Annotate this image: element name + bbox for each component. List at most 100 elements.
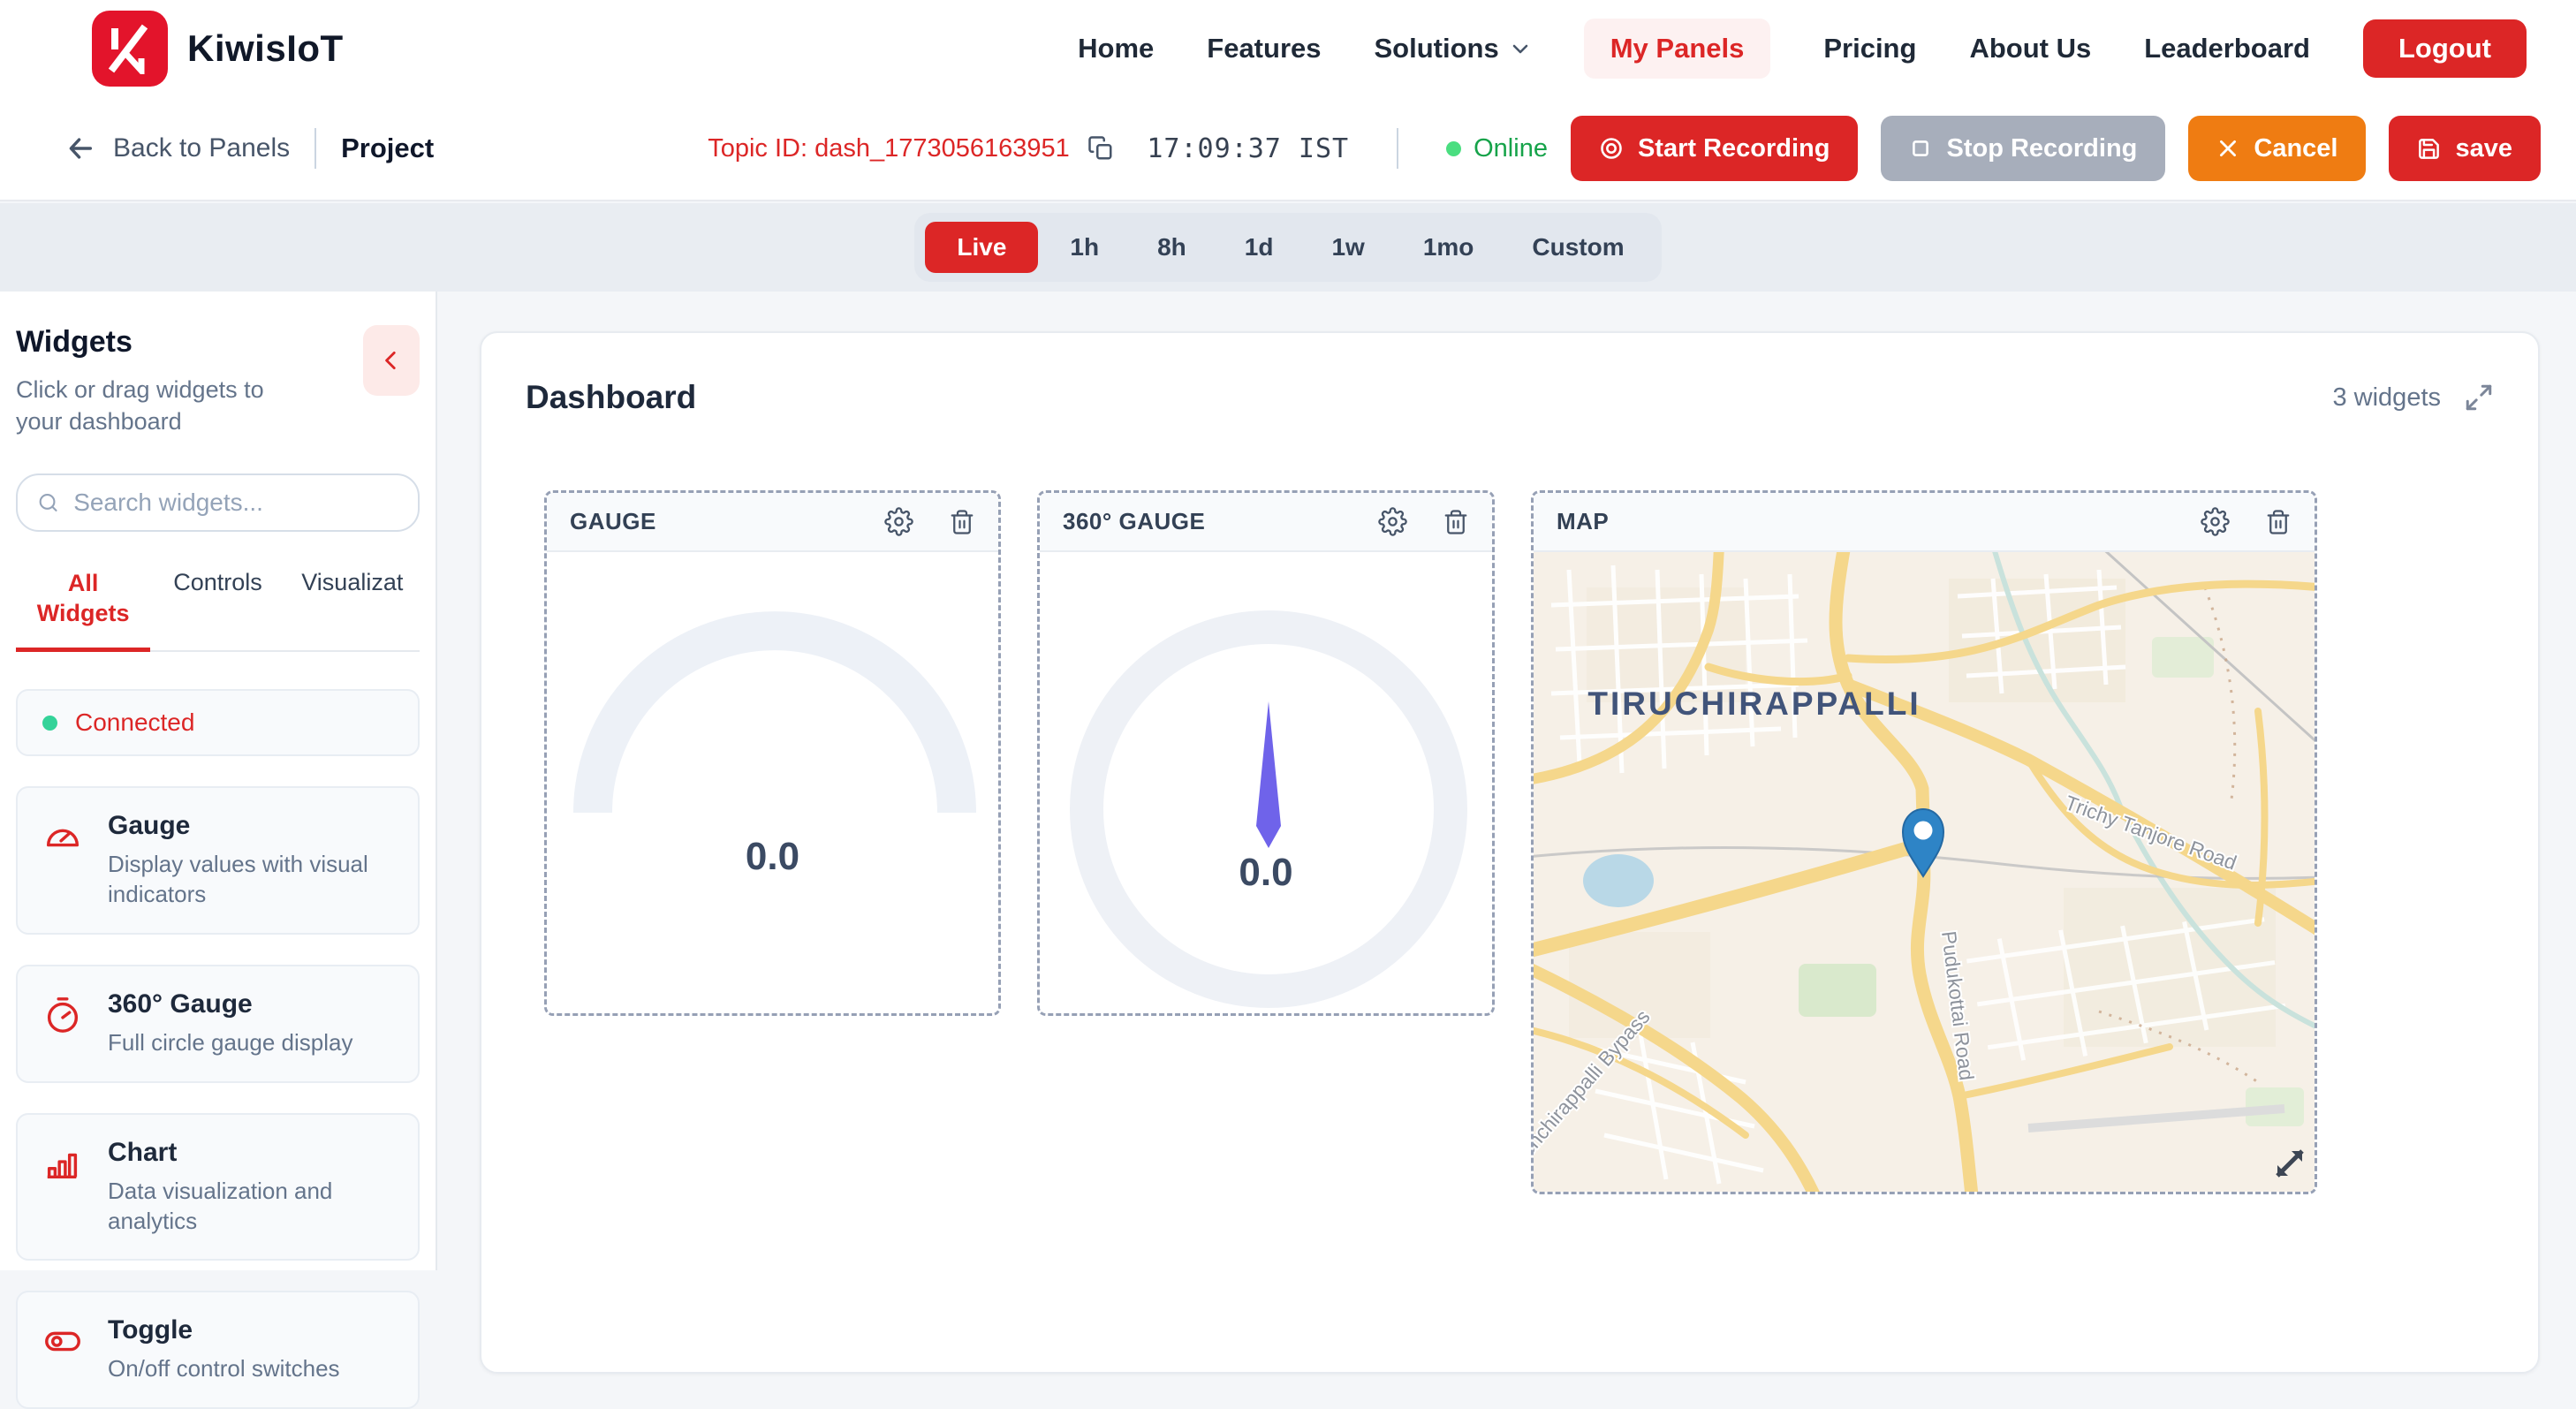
stopwatch-icon [42, 989, 85, 1058]
logout-button[interactable]: Logout [2362, 19, 2527, 78]
widget-title: 360° GAUGE [1063, 508, 1206, 534]
back-to-panels-label: Back to Panels [113, 133, 291, 163]
list-item-desc: On/off control switches [108, 1355, 340, 1382]
clock-readout: 17:09:37 IST [1147, 133, 1350, 164]
widget-item-360-gauge[interactable]: 360° Gauge Full circle gauge display [16, 964, 420, 1083]
sidebar-collapse-button[interactable] [363, 325, 420, 396]
project-toolbar: Back to Panels Project Topic ID: dash_17… [0, 97, 2576, 201]
tab-all-widgets[interactable]: All Widgets [16, 569, 151, 653]
range-live[interactable]: Live [925, 222, 1039, 273]
search-input[interactable] [73, 488, 398, 517]
save-icon [2419, 138, 2440, 159]
list-item-title: Toggle [108, 1315, 193, 1345]
nav-item-home[interactable]: Home [1078, 33, 1155, 64]
list-item-title: Chart [108, 1137, 178, 1167]
chevron-down-icon [1512, 44, 1528, 54]
search-icon [39, 493, 57, 511]
save-button[interactable]: save [2389, 116, 2541, 181]
record-icon [1601, 138, 1622, 159]
map-pin-icon[interactable] [1901, 807, 1945, 878]
nav-item-my-panels[interactable]: My Panels [1583, 19, 1771, 79]
start-recording-label: Start Recording [1637, 133, 1830, 163]
chevron-left-icon [385, 351, 396, 370]
trash-icon [2267, 509, 2290, 534]
sidebar-widget-list: Connected Gauge Display values with visu… [16, 689, 420, 1409]
gauge-value: 0.0 [1239, 851, 1293, 894]
widget-title: GAUGE [570, 508, 656, 534]
fullscreen-button[interactable] [2464, 383, 2494, 413]
widget-item-chart[interactable]: Chart Data visualization and analytics [16, 1112, 420, 1261]
range-1h[interactable]: 1h [1070, 233, 1100, 261]
range-1mo[interactable]: 1mo [1422, 233, 1474, 261]
tab-all-widgets-label: All Widgets [36, 569, 130, 626]
bar-chart-icon [42, 1138, 85, 1237]
arrow-left-icon [69, 138, 93, 159]
tab-controls[interactable]: Controls [173, 568, 262, 595]
full-gauge-widget-header: 360° GAUGE [1040, 493, 1492, 552]
tab-visualization[interactable]: Visualizat [301, 568, 404, 595]
nav-item-leaderboard[interactable]: Leaderboard [2144, 33, 2310, 64]
page-title: Dashboard [526, 379, 697, 415]
nav-item-about-us[interactable]: About Us [1969, 33, 2092, 64]
back-to-panels-button[interactable]: Back to Panels [65, 133, 290, 163]
save-label: save [2455, 133, 2512, 163]
map-tiles: TIRUCHIRAPPALLI Trichy Tanjore Road Pudu… [1534, 552, 2315, 1192]
stop-recording-button[interactable]: Stop Recording [1881, 116, 2166, 181]
widget-search [16, 473, 420, 532]
widget-settings-button[interactable] [2201, 507, 2230, 536]
gauge-needle [1256, 701, 1281, 848]
widget-title: MAP [1557, 508, 1610, 534]
brand-name: KiwisIoT [187, 27, 344, 69]
brand-logo-icon[interactable] [92, 11, 168, 87]
range-1w[interactable]: 1w [1331, 233, 1365, 261]
cancel-label: Cancel [2254, 133, 2338, 163]
trash-icon [1444, 509, 1467, 534]
time-range-strip: Live 1h 8h 1d 1w 1mo Custom [0, 203, 2576, 292]
range-1d[interactable]: 1d [1244, 233, 1274, 261]
nav-item-solutions[interactable]: Solutions [1375, 33, 1531, 64]
full-gauge-widget[interactable]: 360° GAUGE [1037, 490, 1495, 1016]
widget-settings-button[interactable] [884, 507, 913, 536]
widget-delete-button[interactable] [949, 509, 975, 535]
widget-delete-button[interactable] [2265, 509, 2292, 535]
start-recording-button[interactable]: Start Recording [1570, 116, 1859, 181]
stop-icon [1913, 140, 1929, 156]
widget-settings-button[interactable] [1378, 507, 1407, 536]
widget-count: 3 widgets [2332, 383, 2441, 412]
connected-label: Connected [75, 708, 195, 737]
copy-icon[interactable] [1087, 135, 1114, 162]
nav-item-solutions-label: Solutions [1374, 33, 1499, 64]
resize-handle-icon[interactable] [2276, 1149, 2304, 1178]
widgets-sidebar: Widgets Click or drag widgets to your da… [0, 292, 437, 1409]
range-8h[interactable]: 8h [1157, 233, 1186, 261]
toolbar-divider-2 [1397, 128, 1399, 169]
map-canvas[interactable]: TIRUCHIRAPPALLI Trichy Tanjore Road Pudu… [1534, 552, 2315, 1192]
gauge-widget-header: GAUGE [547, 493, 998, 552]
gear-icon [2201, 507, 2230, 536]
full-circle-gauge [1070, 610, 1467, 1008]
kiwis-k-icon [108, 24, 148, 74]
trash-icon [951, 509, 974, 534]
widget-delete-button[interactable] [1443, 509, 1469, 535]
map-city-label: TIRUCHIRAPPALLI [1587, 686, 1921, 722]
nav-item-features[interactable]: Features [1207, 33, 1322, 64]
gauge-widget[interactable]: GAUGE [544, 490, 1001, 1016]
semicircle-gauge [573, 611, 976, 814]
topic-id-text: Topic ID: dash_1773056163951 [708, 133, 1070, 163]
list-item-desc: Data visualization and analytics [108, 1177, 333, 1234]
connected-dot [42, 715, 57, 731]
sidebar-subtitle: Click or drag widgets to your dashboard [16, 376, 264, 436]
range-custom[interactable]: Custom [1532, 233, 1625, 261]
project-label: Project [341, 133, 435, 163]
map-pond [1583, 854, 1654, 907]
widget-item-toggle[interactable]: Toggle On/off control switches [16, 1291, 420, 1409]
list-item-title: 360° Gauge [108, 989, 253, 1019]
cancel-button[interactable]: Cancel [2188, 116, 2367, 181]
main-area: Dashboard 3 widgets GAUGE [437, 292, 2576, 1374]
map-widget[interactable]: MAP [1531, 490, 2317, 1194]
nav-item-pricing[interactable]: Pricing [1823, 33, 1917, 64]
widget-item-gauge[interactable]: Gauge Display values with visual indicat… [16, 786, 420, 935]
online-label: Online [1474, 133, 1548, 163]
close-icon [2220, 140, 2237, 156]
nav-links: Home Features Solutions My Panels Pricin… [1078, 19, 2310, 79]
